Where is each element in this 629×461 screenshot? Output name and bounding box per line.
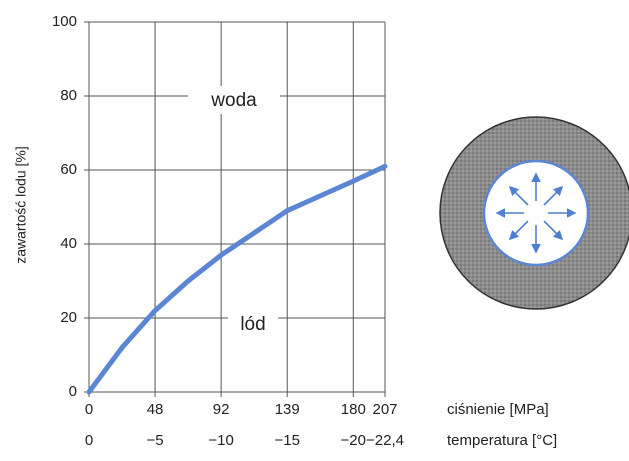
y-tick-label: 20 (60, 309, 77, 326)
annotation: lód (240, 314, 265, 335)
x2-axis-label: ciśnienie [MPa] (447, 401, 549, 418)
x-tick-label: −5 (147, 432, 164, 449)
x-axis-label: temperatura [°C] (447, 432, 557, 449)
x2-tick-label: 180 (341, 401, 366, 418)
x-tick-label: −10 (208, 432, 233, 449)
x2-tick-label: 139 (275, 401, 300, 418)
y-tick-label: 0 (69, 383, 77, 400)
x2-tick-label: 48 (147, 401, 164, 418)
y-tick-label: 40 (60, 235, 77, 252)
y-axis-label: zawartość lodu [%] (13, 146, 29, 264)
y-tick-label: 80 (60, 87, 77, 104)
x2-tick-label: 207 (372, 401, 397, 418)
annotation: woda (210, 90, 257, 111)
x-tick-label: 0 (85, 432, 93, 449)
x-tick-label: −22,4 (366, 432, 404, 449)
x-tick-label: −15 (274, 432, 299, 449)
x-tick-label: −20 (341, 432, 366, 449)
data-line (89, 166, 385, 392)
x2-tick-label: 92 (213, 401, 230, 418)
y-tick-label: 60 (60, 161, 77, 178)
x2-tick-label: 0 (85, 401, 93, 418)
ice-diagram (440, 117, 629, 309)
y-tick-label: 100 (52, 13, 77, 30)
chart: woda lód zawartość lodu [%] ciśnienie [M… (0, 0, 629, 461)
